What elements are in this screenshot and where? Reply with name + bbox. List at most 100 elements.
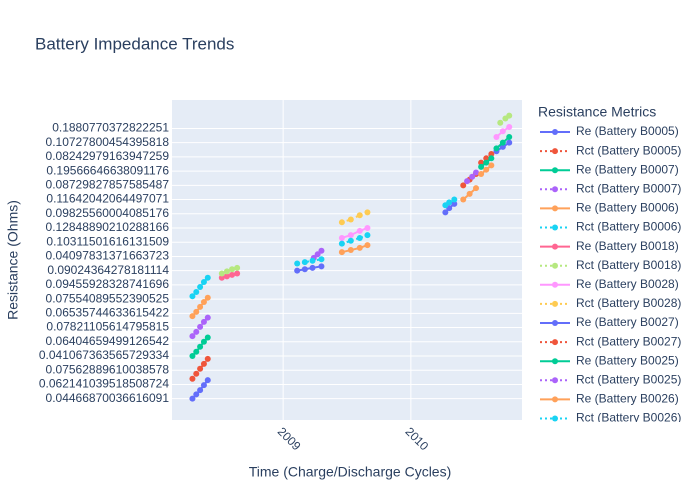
- data-point: [473, 169, 480, 176]
- data-point: [338, 249, 345, 256]
- data-point: [193, 328, 200, 335]
- data-point: [338, 240, 345, 247]
- legend-marker: [552, 281, 558, 288]
- data-point: [493, 145, 500, 152]
- data-point: [347, 216, 354, 223]
- legend-label: Re (Battery B0028): [576, 277, 679, 291]
- y-tick-label: 0.041067363565729334: [39, 348, 169, 362]
- data-point: [189, 293, 196, 300]
- y-tick-label: 0.08242979163947259: [46, 149, 170, 163]
- data-point: [200, 338, 207, 345]
- data-point: [200, 279, 207, 286]
- y-tick-label: 0.04097831371663723: [46, 249, 170, 263]
- data-point: [483, 166, 490, 173]
- data-point: [338, 219, 345, 226]
- data-point: [460, 196, 467, 203]
- legend-label: Rct (Battery B0007): [576, 181, 681, 195]
- legend-marker: [552, 129, 558, 135]
- legend-marker: [552, 205, 558, 212]
- data-point: [197, 365, 204, 372]
- data-point: [364, 242, 371, 249]
- x-tick-label: 2009: [275, 424, 304, 453]
- data-point: [200, 360, 207, 367]
- data-point: [294, 260, 301, 267]
- y-tick-label: 0.062141039518508724: [39, 377, 169, 391]
- legend-label: Rct (Battery B0027): [576, 334, 681, 348]
- data-point: [204, 355, 211, 362]
- data-point: [193, 308, 200, 315]
- data-point: [197, 343, 204, 350]
- data-point: [356, 227, 363, 234]
- data-point: [356, 212, 363, 219]
- data-point: [218, 274, 225, 281]
- legend-marker: [552, 358, 558, 365]
- legend-marker: [552, 262, 558, 269]
- data-point: [204, 377, 211, 384]
- data-point: [347, 247, 354, 254]
- legend-title: Resistance Metrics: [538, 104, 656, 120]
- data-point: [193, 348, 200, 355]
- legend-marker: [552, 339, 558, 346]
- data-point: [301, 266, 308, 273]
- data-point: [223, 268, 230, 275]
- legend-label: Rct (Battery B0025): [576, 372, 681, 386]
- data-point: [483, 155, 490, 162]
- data-point: [499, 139, 506, 146]
- data-point: [478, 163, 485, 170]
- data-point: [189, 353, 196, 359]
- data-point: [200, 318, 207, 325]
- data-point: [204, 334, 211, 341]
- data-point: [464, 178, 471, 185]
- data-point: [451, 200, 458, 207]
- data-point: [218, 270, 225, 277]
- y-tick-label: 0.11642042064497071: [46, 192, 169, 206]
- data-point: [193, 391, 200, 398]
- y-tick-label: 0.06535744633615422: [46, 306, 170, 320]
- legend-label: Rct (Battery B0028): [576, 296, 681, 310]
- y-tick-label: 0.04466870036616091: [46, 391, 170, 405]
- data-point: [294, 267, 301, 274]
- data-point: [189, 375, 196, 382]
- data-point: [229, 266, 236, 273]
- chart-title: Battery Impedance Trends: [35, 34, 234, 53]
- y-axis-title: Resistance (Ohms): [5, 200, 21, 320]
- data-point: [189, 395, 196, 402]
- legend-label: Re (Battery B0025): [576, 353, 679, 367]
- legend-marker: [552, 148, 558, 155]
- y-tick-label: 0.07554089552390525: [46, 291, 170, 305]
- data-point: [314, 251, 321, 258]
- legend-label: Re (Battery B0018): [576, 239, 679, 253]
- data-point: [469, 173, 476, 180]
- data-point: [466, 190, 473, 197]
- legend-marker: [552, 396, 558, 403]
- data-point: [200, 382, 207, 389]
- legend-label: Re (Battery B0007): [576, 162, 679, 176]
- data-point: [318, 247, 325, 254]
- y-tick-label: 0.09024364278181114: [47, 263, 169, 277]
- data-point: [506, 124, 513, 131]
- data-point: [364, 209, 371, 216]
- data-point: [234, 270, 241, 277]
- y-tick-label: 0.10727800454395818: [46, 135, 170, 149]
- legend-marker: [552, 224, 558, 231]
- data-point: [338, 234, 345, 241]
- data-point: [204, 314, 211, 321]
- data-point: [493, 133, 500, 140]
- legend-label: Re (Battery B0027): [576, 315, 679, 329]
- data-point: [497, 119, 504, 126]
- data-point: [483, 159, 490, 166]
- data-point: [229, 271, 236, 278]
- data-point: [499, 143, 506, 150]
- data-point: [197, 387, 204, 394]
- data-point: [223, 273, 230, 280]
- y-tick-label: 0.09455928328741696: [46, 277, 170, 291]
- data-point: [446, 199, 453, 206]
- data-point: [318, 256, 325, 263]
- legend-marker: [552, 186, 558, 193]
- data-point: [197, 323, 204, 330]
- data-point: [234, 264, 241, 271]
- x-tick-label: 2010: [403, 424, 432, 453]
- y-tick-label: 0.08729827857585487: [46, 178, 170, 192]
- y-tick-label: 0.19566646638091176: [46, 163, 169, 177]
